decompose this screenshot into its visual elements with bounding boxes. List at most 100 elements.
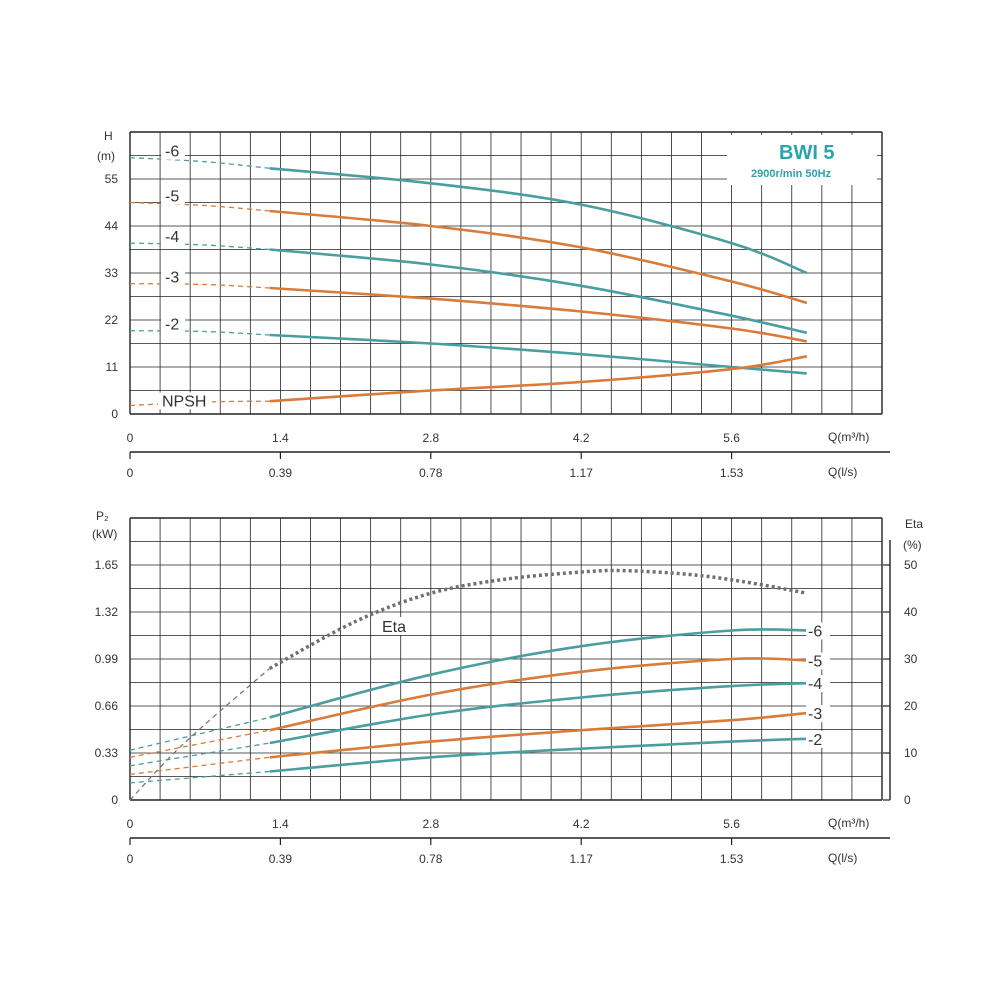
head-x2-ticks: 0 0.39 0.78 1.17 1.53 <box>127 451 890 480</box>
head-curve-labels: -6 -5 -4 -3 -2 NPSH <box>158 142 212 410</box>
head-curve--2-dashed <box>129 330 270 336</box>
power-axis-label: P₂ <box>96 509 109 523</box>
head-x2-tick-label: 0.78 <box>419 466 443 480</box>
chart-title: BWI 5 <box>779 142 835 164</box>
head-x-tick-label: 1.4 <box>272 431 289 445</box>
head-curve--5 <box>269 209 808 305</box>
power-curve-label-bg <box>806 705 830 723</box>
power-curve--5 <box>269 657 807 732</box>
power-curve--6-dashed <box>129 716 270 751</box>
eta-y-tick-label: 20 <box>904 699 918 713</box>
power-x-tick-label: 1.4 <box>272 817 289 831</box>
eta-y-tick-label: 50 <box>904 558 918 572</box>
head-x-tick-label: 5.6 <box>723 431 740 445</box>
eta-curve-dashed <box>129 667 271 801</box>
power-x2-tick-label: 1.53 <box>720 852 744 866</box>
head-curve-label-bg <box>161 315 185 333</box>
head-axis-unit: (m) <box>97 149 115 163</box>
eta-y-ticks: 0 10 20 30 40 50 <box>883 540 918 807</box>
power-curve--6 <box>269 628 807 719</box>
power-curve--5-dashed <box>129 729 270 758</box>
head-curve-label--2: -2 <box>165 317 179 334</box>
power-x-axis-label: Q(m³/h) <box>828 816 869 830</box>
head-x2-tick-label: 0 <box>127 466 134 480</box>
head-curve--3-dashed <box>129 283 270 289</box>
head-x-axis-label: Q(m³/h) <box>828 430 869 444</box>
head-curve--3 <box>269 286 808 343</box>
power-curve--2 <box>269 737 807 773</box>
power-curve-label-bg <box>806 675 830 693</box>
head-x-tick-label: 0 <box>127 431 134 445</box>
power-x2-tick-label: 0.78 <box>419 852 443 866</box>
power-y-ticks: 0 0.33 0.66 0.99 1.32 1.65 <box>95 558 119 807</box>
eta-curve-label: Eta <box>382 619 406 636</box>
power-x-tick-label: 4.2 <box>573 817 590 831</box>
head-curve-label--4: -4 <box>165 229 179 246</box>
power-x-tick-label: 5.6 <box>723 817 740 831</box>
head-x2-tick-label: 0.39 <box>269 466 293 480</box>
power-y-tick-label: 0.99 <box>95 652 119 666</box>
eta-y-tick-label: 40 <box>904 605 918 619</box>
power-x-ticks: 0 1.4 2.8 4.2 5.6 <box>127 817 741 831</box>
head-y-ticks: 0 11 22 33 44 55 <box>105 172 119 421</box>
power-x-tick-label: 0 <box>127 817 134 831</box>
power-axis-unit: (kW) <box>92 527 117 541</box>
head-curve--5-dashed <box>129 201 270 212</box>
eta-axis-unit: (%) <box>903 538 922 552</box>
head-y-tick-label: 44 <box>105 219 119 233</box>
power-x-tick-label: 2.8 <box>422 817 439 831</box>
head-axis-label: H <box>104 129 113 143</box>
power-curve-labels: Eta -6 -5 -4 -3 -2 <box>378 617 830 749</box>
eta-y-tick-label: 10 <box>904 746 918 760</box>
head-curve-label-bg <box>161 228 185 246</box>
power-curve-label--3: -3 <box>808 706 822 723</box>
head-x2-tick-label: 1.17 <box>570 466 594 480</box>
head-x2-axis-label: Q(l/s) <box>828 465 857 479</box>
power-curve-label--6: -6 <box>808 624 822 641</box>
eta-y-tick-label: 0 <box>904 793 911 807</box>
head-curve--6 <box>269 167 808 275</box>
power-curve-label-bg <box>806 730 830 748</box>
chart-subtitle: 2900r/min 50Hz <box>751 168 832 180</box>
power-curve--4-dashed <box>129 742 270 767</box>
power-chart-curves <box>129 568 808 801</box>
eta-y-tick-label: 30 <box>904 652 918 666</box>
head-curve-label--5: -5 <box>165 189 179 206</box>
head-curve-label-bg <box>161 187 185 205</box>
head-y-tick-label: 0 <box>111 407 118 421</box>
head-curve--4 <box>269 248 808 335</box>
title-box <box>727 135 877 185</box>
head-curve-NPSH <box>269 355 808 403</box>
power-y-tick-label: 1.32 <box>95 605 119 619</box>
head-y-tick-label: 22 <box>105 313 119 327</box>
eta-axis-label: Eta <box>905 517 923 531</box>
power-curve--4 <box>269 681 807 745</box>
power-curve-label--5: -5 <box>808 653 822 670</box>
eta-curve <box>268 568 808 670</box>
power-x2-axis-label: Q(l/s) <box>828 851 857 865</box>
power-x2-tick-label: 0 <box>127 852 134 866</box>
head-curve-label--3: -3 <box>165 270 179 287</box>
head-y-tick-label: 55 <box>105 172 119 186</box>
head-y-tick-label: 33 <box>105 266 119 280</box>
power-x2-tick-label: 0.39 <box>269 852 293 866</box>
head-curve-label-bg <box>161 268 185 286</box>
head-curve-label-NPSH: NPSH <box>162 393 206 410</box>
power-curve--2-dashed <box>129 770 270 784</box>
head-x-ticks: 0 1.4 2.8 4.2 5.6 <box>127 431 741 445</box>
head-curve--4-dashed <box>129 242 270 251</box>
head-x-tick-label: 4.2 <box>573 431 590 445</box>
power-y-tick-label: 0.33 <box>95 746 119 760</box>
power-x2-tick-label: 1.17 <box>570 852 594 866</box>
head-x2-tick-label: 1.53 <box>720 466 744 480</box>
head-curve-label--6: -6 <box>165 144 179 161</box>
power-x2-ticks: 0 0.39 0.78 1.17 1.53 <box>127 837 890 866</box>
head-curve-label-bg <box>161 142 185 160</box>
power-curve-label-bg <box>806 622 830 640</box>
head-curve--2 <box>269 333 807 375</box>
head-y-tick-label: 11 <box>106 360 119 374</box>
power-curve-label-bg <box>806 652 830 670</box>
head-x-tick-label: 2.8 <box>422 431 439 445</box>
eta-label-bg <box>378 617 412 635</box>
